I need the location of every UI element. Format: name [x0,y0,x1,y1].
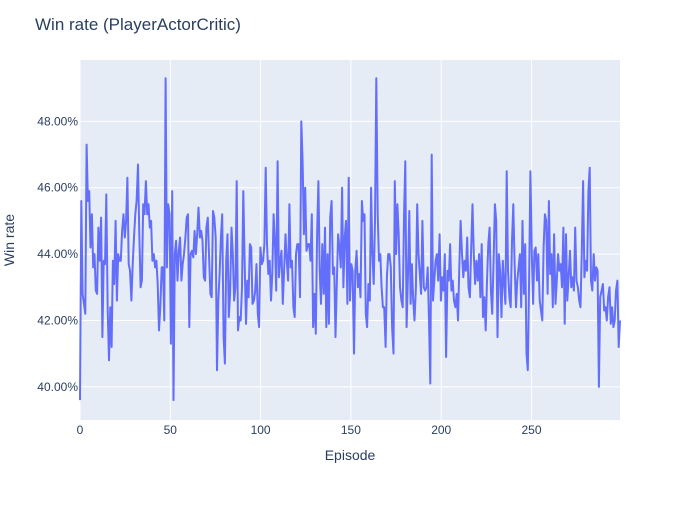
chart-title: Win rate (PlayerActorCritic) [35,15,241,34]
x-tick-label: 0 [77,423,84,437]
y-axis-label: Win rate [1,214,17,266]
y-tick-label: 48.00% [37,114,78,128]
x-axis-label: Episode [325,447,376,463]
x-tick-label: 200 [431,423,451,437]
win-rate-series-line [79,77,621,402]
x-tick-label: 150 [341,423,361,437]
y-tick-label: 44.00% [37,247,78,261]
x-tick-label: 250 [521,423,541,437]
x-axis-ticks: 0 50 100 150 200 250 [77,423,542,437]
y-tick-label: 46.00% [37,181,78,195]
y-tick-label: 42.00% [37,313,78,327]
x-tick-label: 50 [164,423,178,437]
y-axis-ticks: 40.00% 42.00% 44.00% 46.00% 48.00% [37,114,78,393]
y-tick-label: 40.00% [37,380,78,394]
x-tick-label: 100 [251,423,271,437]
